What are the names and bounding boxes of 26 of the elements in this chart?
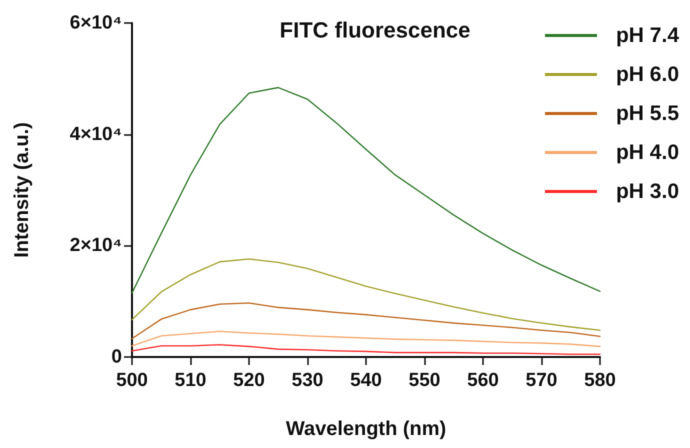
line-series	[131, 344, 601, 355]
y-axis-title: Intensity (a.u.)	[11, 122, 33, 258]
x-axis-title: Wavelength (nm)	[286, 418, 446, 440]
x-tick-label: 580	[584, 370, 616, 391]
y-tick-label: 6×10⁴	[70, 12, 122, 34]
legend-label: pH 6.0	[616, 63, 680, 86]
x-tick-label: 560	[467, 370, 499, 391]
y-tick-label: 4×10⁴	[70, 124, 122, 145]
x-tick-label: 570	[526, 370, 558, 391]
legend-label: pH 3.0	[616, 180, 680, 203]
x-tick-label: 540	[350, 370, 382, 391]
x-tick-label: 550	[408, 370, 440, 391]
line-series	[131, 330, 601, 348]
legend-label: pH 5.5	[616, 102, 680, 125]
x-tick-label: 520	[233, 370, 265, 391]
y-tick-label: 2×10⁴	[70, 235, 122, 256]
line-series	[131, 86, 601, 294]
x-tick-label: 510	[174, 370, 206, 391]
x-tick-label: 500	[116, 370, 148, 391]
chart-title: FITC fluorescence	[280, 18, 470, 42]
legend-label: pH 7.4	[616, 24, 680, 47]
y-tick-label: 0	[111, 346, 122, 368]
legend-label: pH 4.0	[616, 141, 680, 164]
x-tick-label: 530	[292, 370, 324, 391]
line-series	[131, 302, 601, 340]
line-series	[131, 258, 601, 331]
